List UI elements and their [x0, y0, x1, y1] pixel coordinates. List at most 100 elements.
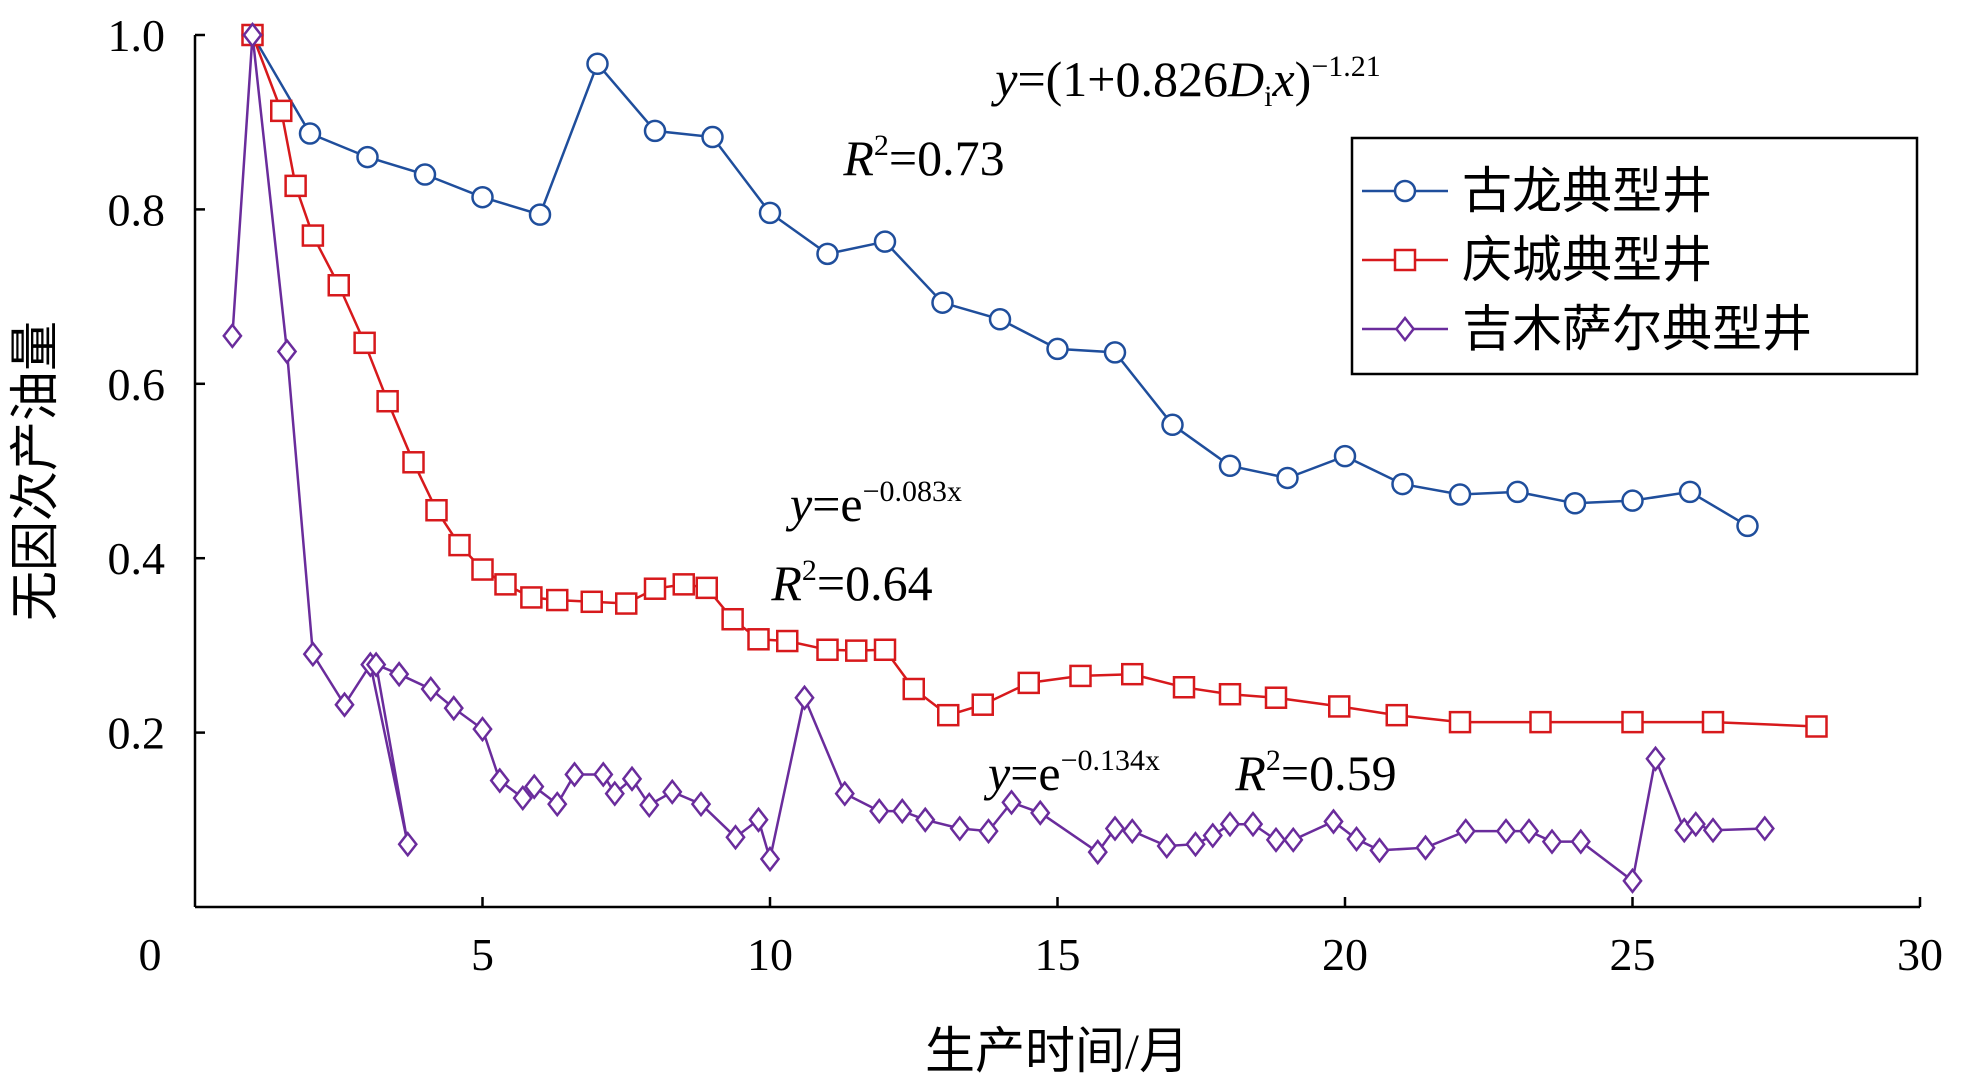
series-2-point	[915, 806, 936, 833]
series-2-point	[443, 695, 464, 722]
series-2-point	[978, 818, 999, 845]
series-2-point	[949, 815, 970, 842]
series-0-point	[413, 163, 437, 186]
fit-annotation-3: R2=0.64	[770, 554, 932, 611]
series-2-point	[420, 675, 441, 703]
series-2-point	[1202, 822, 1223, 849]
x-tick-label: 5	[471, 929, 494, 980]
series-1-point	[747, 628, 770, 651]
series-1-point	[845, 639, 868, 662]
series-2-point	[365, 651, 387, 678]
series-1-point	[1328, 695, 1351, 718]
x-tick-label: 10	[747, 929, 793, 980]
y-tick-label: 0.4	[108, 533, 166, 584]
fit-annotations-group: y=(1+0.826Dix)−1.21 R2=0.73 y=e−0.083x R2=0…	[770, 50, 1396, 801]
series-2-point	[725, 824, 746, 851]
legend-box	[1350, 136, 1919, 376]
series-1-point	[1121, 662, 1144, 686]
series-1-point	[301, 224, 325, 247]
series-1-point	[546, 588, 569, 612]
series-0-point	[1218, 454, 1242, 478]
series-1-point	[402, 451, 425, 474]
series-1-point	[873, 638, 897, 662]
series-2-point	[621, 765, 643, 792]
series-2-point	[690, 791, 712, 818]
series-2-point	[302, 641, 324, 668]
series-1-point	[1805, 715, 1828, 738]
series-2-point	[1570, 828, 1591, 855]
legend-label-1: 庆城典型井	[1462, 232, 1712, 288]
series-2-point	[639, 791, 660, 819]
series-0-point	[1103, 341, 1127, 364]
series-markers-group	[222, 21, 1828, 894]
series-1-point	[471, 558, 494, 581]
legend-marker-0	[1393, 179, 1417, 203]
series-1-point	[580, 590, 603, 614]
series-1-point	[672, 573, 695, 596]
series-0-point	[1506, 480, 1529, 504]
series-0-point	[1391, 472, 1414, 496]
fit-annotation-1: R2=0.73	[842, 129, 1004, 186]
series-1-point	[1017, 671, 1040, 695]
y-axis-title: 无因次产油量	[7, 321, 63, 621]
series-2-point	[1346, 825, 1367, 853]
fit-annotation-5: R2=0.59	[1234, 744, 1396, 801]
series-2-point	[1455, 818, 1476, 845]
series-0-point	[1448, 483, 1472, 506]
series-2-point	[759, 846, 781, 873]
x-axis-title: 生产时间/月	[925, 1023, 1189, 1079]
series-2-point	[1219, 811, 1241, 838]
series-1-point	[270, 99, 293, 123]
fit-annotation-0: y=(1+0.826Dix)−1.21	[990, 50, 1380, 113]
series-2-point	[1685, 811, 1706, 838]
series-1-point	[902, 677, 925, 701]
series-2-point	[1104, 815, 1126, 842]
series-1-point	[1218, 682, 1242, 706]
y-tick-label: 0.2	[108, 708, 166, 759]
series-1-point	[1172, 676, 1196, 699]
series-0-point	[1046, 337, 1069, 361]
legend-marker-2	[1394, 315, 1416, 343]
series-2-point	[794, 684, 815, 711]
series-2-point	[834, 780, 855, 807]
series-2-point	[1754, 815, 1775, 842]
legend-label-0: 古龙典型井	[1462, 163, 1712, 219]
series-0-point	[1736, 514, 1759, 538]
series-2-point	[397, 831, 418, 858]
series-0-point	[931, 291, 954, 314]
series-2-point	[604, 780, 625, 807]
fit-annotation-4: y=e−0.134x	[983, 744, 1160, 801]
series-1-point	[1069, 664, 1092, 688]
series-0-point	[356, 145, 379, 169]
series-1-point	[615, 592, 638, 615]
series-1-point	[1385, 703, 1408, 727]
series-0-point	[816, 242, 839, 266]
series-1-point	[1448, 710, 1472, 734]
series-2-point	[472, 716, 493, 743]
y-tick-label: 0.8	[108, 184, 166, 235]
series-0-point	[586, 52, 609, 76]
series-1-point	[284, 174, 307, 198]
series-1-point	[520, 586, 543, 609]
series-2-point	[1156, 832, 1177, 859]
series-0-point	[701, 125, 724, 149]
series-0-point	[471, 185, 494, 209]
series-2-point	[1087, 839, 1108, 866]
series-0-point	[1563, 492, 1587, 515]
x-tick-label: 15	[1035, 929, 1081, 980]
series-2-point	[1001, 789, 1022, 816]
series-2-point	[1541, 828, 1563, 855]
series-1-point	[1264, 686, 1288, 709]
x-tick-label: 25	[1610, 929, 1656, 980]
series-0-point	[643, 119, 667, 143]
series-1-point	[971, 693, 994, 716]
x-ticks-group: 0 5 10 15 20 25 30	[139, 897, 1943, 980]
series-2-point	[276, 338, 298, 365]
series-2-point	[512, 784, 533, 812]
series-1-point	[937, 703, 960, 727]
series-2-point	[1702, 817, 1724, 844]
series-0-point	[1276, 466, 1299, 490]
y-tick-label: 0.6	[108, 359, 166, 410]
